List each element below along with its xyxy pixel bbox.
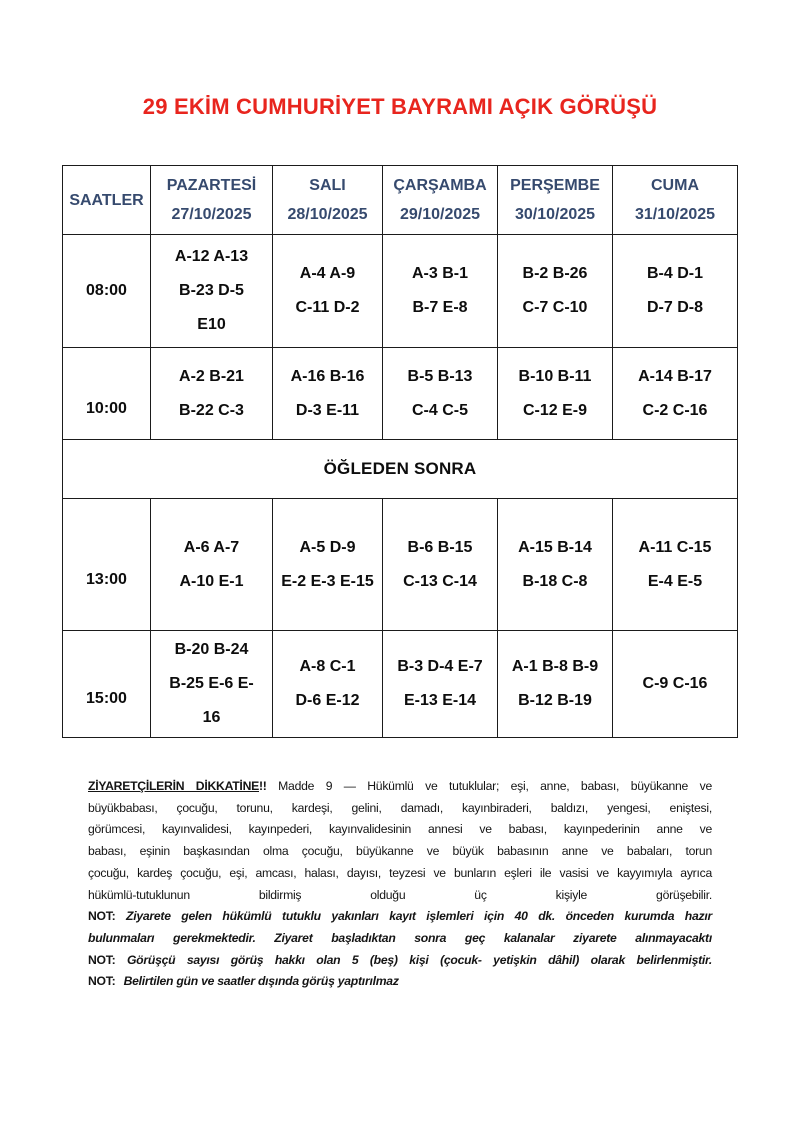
not-text: bulunmaları gerekmektedir. Ziyaret başla… <box>88 930 712 945</box>
day-name: SALI <box>309 177 346 194</box>
schedule-cell: B-5 B-13 C-4 C-5 <box>382 347 498 440</box>
schedule-cell: B-20 B-24 B-25 E-6 E- 16 <box>150 630 273 738</box>
schedule-cell: B-6 B-15 C-13 C-14 <box>382 498 498 631</box>
schedule-cell: A-6 A-7 A-10 E-1 <box>150 498 273 631</box>
notice-line-1: ZİYARETÇİLERİN DİKKATİNE!! Madde 9 — Hük… <box>88 776 712 798</box>
schedule-cell: A-14 B-17 C-2 C-16 <box>612 347 738 440</box>
afternoon-divider-label: ÖĞLEDEN SONRA <box>62 439 738 499</box>
day-date: 31/10/2025 <box>634 206 716 223</box>
row-1300: 13:00 A-6 A-7 A-10 E-1 A-5 D-9 E-2 E-3 E… <box>62 498 738 631</box>
day-date: 28/10/2025 <box>287 206 368 223</box>
schedule-cell: B-10 B-11 C-12 E-9 <box>497 347 613 440</box>
notice-text: Madde 9 — Hükümlü ve tutuklular; eşi, an… <box>266 779 712 793</box>
schedule-cell: A-15 B-14 B-18 C-8 <box>497 498 613 631</box>
visit-schedule-table: SAATLER PAZARTESİ 27/10/2025 SALI 28/10/… <box>62 165 738 738</box>
notice-line-4: babası, eşinin başkasından olma çocuğu, … <box>88 844 712 859</box>
header-tuesday: SALI 28/10/2025 <box>272 165 383 235</box>
notice-not-2: NOT: Görüşçü sayısı görüş hakkı olan 5 (… <box>88 950 712 972</box>
day-name: PERŞEMBE <box>510 177 600 194</box>
schedule-cell: A-3 B-1 B-7 E-8 <box>382 234 498 348</box>
schedule-cell: B-4 D-1 D-7 D-8 <box>612 234 738 348</box>
notice-heading-bang: !! <box>259 779 267 793</box>
day-name: ÇARŞAMBA <box>393 177 487 194</box>
schedule-cell: A-12 A-13 B-23 D-5 E10 <box>150 234 273 348</box>
table-header-row: SAATLER PAZARTESİ 27/10/2025 SALI 28/10/… <box>62 165 738 235</box>
notice-not-1-line-2: bulunmaları gerekmektedir. Ziyaret başla… <box>88 928 712 950</box>
visitors-notice: ZİYARETÇİLERİN DİKKATİNE!! Madde 9 — Hük… <box>88 776 712 993</box>
not-label: NOT: <box>88 909 116 924</box>
header-saatler: SAATLER <box>62 165 151 235</box>
day-date: 30/10/2025 <box>514 206 596 223</box>
schedule-cell: A-5 D-9 E-2 E-3 E-15 <box>272 498 383 631</box>
header-wednesday: ÇARŞAMBA 29/10/2025 <box>382 165 498 235</box>
header-friday: CUMA 31/10/2025 <box>612 165 738 235</box>
time-label: 13:00 <box>62 498 151 631</box>
notice-not-1-line-1: NOT: Ziyarete gelen hükümlü tutuklu yakı… <box>88 906 712 928</box>
schedule-cell: A-8 C-1 D-6 E-12 <box>272 630 383 738</box>
notice-line-6: hükümlü-tutuklunun bildirmiş olduğu üç k… <box>88 887 712 902</box>
row-1500: 15:00 B-20 B-24 B-25 E-6 E- 16 A-8 C-1 D… <box>62 630 738 738</box>
notice-heading: ZİYARETÇİLERİN DİKKATİNE <box>88 779 259 793</box>
schedule-cell: A-4 A-9 C-11 D-2 <box>272 234 383 348</box>
day-date: 29/10/2025 <box>399 206 481 223</box>
header-monday: PAZARTESİ 27/10/2025 <box>150 165 273 235</box>
not-text: Ziyarete gelen hükümlü tutuklu yakınları… <box>126 909 712 924</box>
not-text: Görüşçü sayısı görüş hakkı olan 5 (beş) … <box>126 952 712 967</box>
day-date: 27/10/2025 <box>171 206 252 223</box>
schedule-cell: A-2 B-21 B-22 C-3 <box>150 347 273 440</box>
time-label: 08:00 <box>62 234 151 348</box>
schedule-cell: C-9 C-16 <box>612 630 738 738</box>
row-divider: ÖĞLEDEN SONRA <box>62 439 738 499</box>
schedule-cell: A-11 C-15 E-4 E-5 <box>612 498 738 631</box>
notice-line-2: büyükbabası, çocuğu, torunu, kardeşi, ge… <box>88 800 712 815</box>
notice-line-3: görümcesi, kayınvalidesi, kayınpederi, k… <box>88 822 712 837</box>
not-label: NOT: <box>88 974 116 989</box>
time-label: 10:00 <box>62 347 151 440</box>
header-thursday: PERŞEMBE 30/10/2025 <box>497 165 613 235</box>
schedule-cell: A-1 B-8 B-9 B-12 B-19 <box>497 630 613 738</box>
schedule-cell: B-3 D-4 E-7 E-13 E-14 <box>382 630 498 738</box>
time-label: 15:00 <box>62 630 151 738</box>
schedule-cell: B-2 B-26 C-7 C-10 <box>497 234 613 348</box>
row-0800: 08:00 A-12 A-13 B-23 D-5 E10 A-4 A-9 C-1… <box>62 234 738 348</box>
schedule-cell: A-16 B-16 D-3 E-11 <box>272 347 383 440</box>
row-1000: 10:00 A-2 B-21 B-22 C-3 A-16 B-16 D-3 E-… <box>62 347 738 440</box>
not-label: NOT: <box>88 952 116 967</box>
day-name: PAZARTESİ <box>166 177 257 194</box>
not-text: Belirtilen gün ve saatler dışında görüş … <box>123 974 399 989</box>
notice-not-3: NOT: Belirtilen gün ve saatler dışında g… <box>88 971 712 993</box>
page-title: 29 EKİM CUMHURİYET BAYRAMI AÇIK GÖRÜŞÜ <box>142 94 658 119</box>
notice-line-5: çocuğu, kardeş çocuğu, eşi, amcası, hala… <box>88 865 712 880</box>
day-name: CUMA <box>651 177 699 194</box>
